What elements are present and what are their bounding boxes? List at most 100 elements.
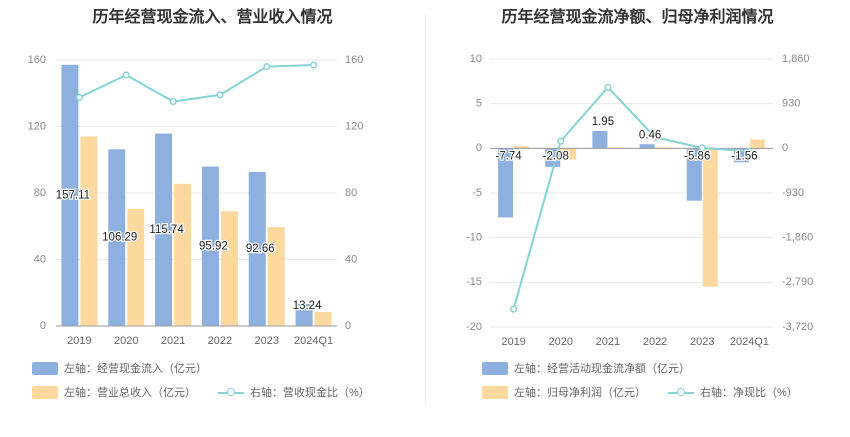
bar-series-a bbox=[686, 148, 702, 201]
legend-label: 右轴：净现比（%） bbox=[700, 387, 798, 399]
legend-item-cash-inflow[interactable]: 左轴：经营现金流入（亿元） bbox=[32, 360, 207, 376]
legend-label: 左轴：营业总收入（亿元） bbox=[64, 387, 196, 399]
bar-series-b bbox=[174, 183, 192, 326]
data-label: 95.92 bbox=[199, 240, 228, 252]
data-label: 157.11 bbox=[56, 189, 90, 201]
legend-label: 左轴：经营活动现金流净额（亿元） bbox=[514, 363, 690, 375]
line-point bbox=[263, 63, 271, 71]
legend-item-net-cash[interactable]: 左轴：经营活动现金流净额（亿元） bbox=[482, 360, 690, 376]
legend-item-ratio[interactable]: 右轴：营收现金比（%） bbox=[218, 384, 370, 400]
y-axis-right-tick: -1,860 bbox=[782, 232, 813, 244]
y-axis-left-tick: 160 bbox=[28, 54, 46, 66]
line-point bbox=[122, 71, 130, 79]
x-axis-tick-label: 2021 bbox=[596, 336, 620, 348]
line-point bbox=[557, 137, 565, 145]
line-point bbox=[75, 93, 83, 101]
x-axis-tick-label: 2022 bbox=[208, 335, 232, 347]
y-axis-right-tick: 160 bbox=[345, 54, 363, 66]
x-axis-tick-label: 2024Q1 bbox=[294, 335, 333, 347]
y-axis-left-tick: 0 bbox=[476, 142, 482, 154]
y-axis-left-tick: -20 bbox=[466, 321, 482, 333]
bar-series-b bbox=[80, 136, 98, 326]
x-axis-tick-label: 2023 bbox=[690, 336, 714, 348]
bar-series-b bbox=[749, 139, 765, 149]
y-axis-right-tick: 120 bbox=[345, 120, 363, 132]
x-axis-tick-label: 2021 bbox=[161, 335, 185, 347]
x-axis-tick-label: 2024Q1 bbox=[730, 336, 769, 348]
y-axis-left-tick: 5 bbox=[476, 98, 482, 110]
data-label: -1.56 bbox=[731, 150, 757, 162]
y-axis-left-tick: 10 bbox=[470, 53, 482, 65]
chart-plot-area: -20 -15 -10 -5 0 5 10 -3,720 -2,790 -1,860 -930 0 93… bbox=[466, 53, 813, 348]
data-label: -2.08 bbox=[543, 150, 569, 162]
y-axis-left-tick: 80 bbox=[34, 187, 46, 199]
data-label: 115.74 bbox=[149, 224, 184, 236]
x-axis-tick-label: 2020 bbox=[114, 335, 138, 347]
line-point bbox=[745, 147, 753, 155]
legend-item-net-profit[interactable]: 左轴：归母净利润（亿元） bbox=[482, 384, 646, 400]
legend-label: 左轴：经营现金流入（亿元） bbox=[64, 363, 207, 375]
data-label: 0.46 bbox=[639, 129, 661, 141]
bar-series-b bbox=[608, 147, 624, 149]
data-label: -7.74 bbox=[495, 150, 522, 162]
legend-swatch-blue bbox=[32, 361, 58, 375]
line-series bbox=[78, 63, 314, 103]
y-axis-right-tick: -2,790 bbox=[782, 276, 813, 288]
legend-item-net-cash-ratio[interactable]: 右轴：净现比（%） bbox=[668, 384, 798, 400]
legend-item-revenue[interactable]: 左轴：营业总收入（亿元） bbox=[32, 384, 196, 400]
y-axis-right-tick: -930 bbox=[782, 187, 804, 199]
y-axis-right-tick: -3,720 bbox=[782, 321, 813, 333]
y-axis-right-tick: 1,860 bbox=[782, 53, 810, 65]
bar-series-a bbox=[639, 144, 655, 149]
y-axis-left-tick: 120 bbox=[28, 120, 46, 132]
bar-series-a bbox=[155, 133, 173, 326]
y-axis-right-tick: 0 bbox=[782, 142, 788, 154]
bar-series-b bbox=[127, 208, 145, 326]
data-label: -5.86 bbox=[684, 150, 710, 162]
legend-swatch-line bbox=[218, 386, 244, 399]
y-axis-left-tick: -5 bbox=[472, 187, 482, 199]
line-point bbox=[310, 61, 318, 69]
x-axis-tick-label: 2023 bbox=[255, 335, 279, 347]
line-point bbox=[216, 91, 224, 99]
chart-plot-area: 0 40 80 120 160 0 40 80 120 160 2019 2020 2021 2022 20… bbox=[28, 54, 364, 347]
y-axis-right-tick: 80 bbox=[345, 187, 357, 199]
bar-series-a bbox=[248, 171, 266, 326]
bar-series-a bbox=[61, 64, 79, 326]
chart-title: 历年经营现金流净额、归母净利润情况 bbox=[501, 9, 774, 26]
x-axis-tick-label: 2019 bbox=[501, 336, 525, 348]
bar-series-b bbox=[220, 211, 238, 326]
bar-series-b bbox=[267, 227, 285, 326]
bar-series-b bbox=[655, 147, 671, 149]
line-series bbox=[512, 85, 750, 310]
legend-swatch-orange bbox=[482, 385, 508, 399]
line-point bbox=[604, 83, 612, 91]
chart-panel-cash-inflow: 历年经营现金流入、营业收入情况 0 40 80 120 160 0 40 80 120 160 20… bbox=[28, 9, 370, 400]
data-label: 92.66 bbox=[246, 243, 275, 255]
legend-label: 右轴：营收现金比（%） bbox=[250, 387, 370, 399]
bar-series-a bbox=[108, 149, 126, 326]
data-label: 13.24 bbox=[293, 300, 322, 312]
bar-series-a bbox=[201, 166, 219, 326]
x-axis-tick-label: 2022 bbox=[643, 336, 667, 348]
y-axis-right-tick: 930 bbox=[782, 98, 800, 110]
bar-series-a bbox=[498, 148, 514, 218]
line-point bbox=[169, 98, 177, 106]
y-axis-left-tick: 0 bbox=[40, 320, 46, 332]
panel-divider bbox=[425, 14, 426, 406]
bar-series-b bbox=[702, 148, 718, 287]
bar-series-a bbox=[592, 130, 608, 149]
y-axis-left-tick: -15 bbox=[466, 276, 482, 288]
line-point bbox=[510, 305, 518, 313]
line-point bbox=[651, 133, 659, 141]
bar-series-b bbox=[561, 148, 577, 160]
chart-title: 历年经营现金流入、营业收入情况 bbox=[92, 9, 333, 26]
y-axis-left-tick: 40 bbox=[34, 253, 46, 265]
bar-series-b bbox=[314, 311, 332, 326]
chart-panel-net-cash: 历年经营现金流净额、归母净利润情况 -20 -15 -10 -5 0 5 10 -3,720-… bbox=[425, 0, 850, 437]
y-axis-right-tick: 40 bbox=[345, 253, 357, 265]
data-label: 1.95 bbox=[592, 116, 614, 128]
legend-swatch-line bbox=[668, 386, 694, 399]
data-label: 106.29 bbox=[102, 232, 137, 244]
bar-series-a bbox=[295, 303, 313, 326]
